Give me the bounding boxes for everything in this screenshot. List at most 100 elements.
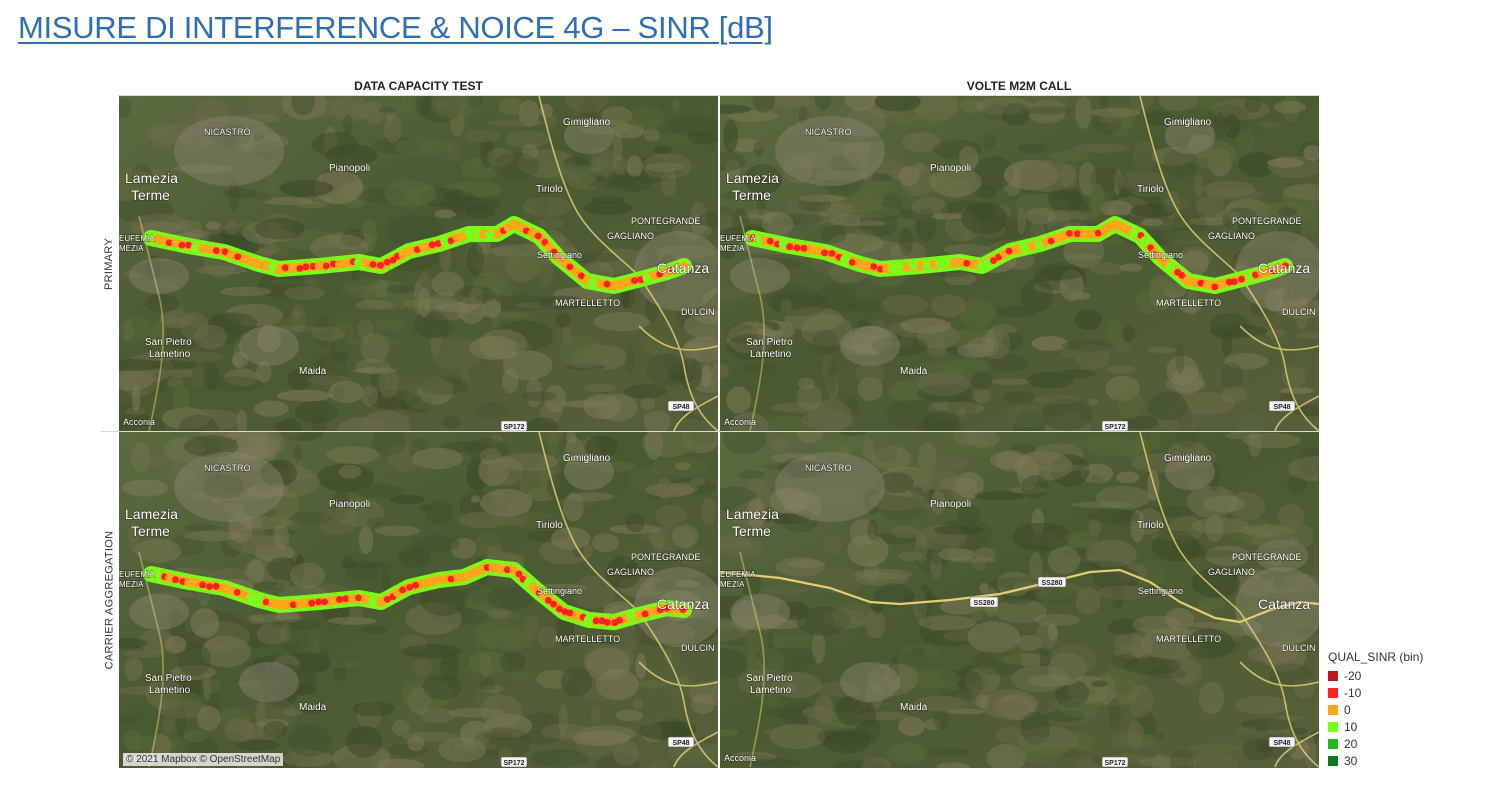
map-label-dulcino: DULCIN (1282, 643, 1316, 653)
map-label-lamezia: Lamezia (125, 506, 178, 522)
measurement-point (1116, 221, 1126, 231)
measurement-point (234, 253, 242, 261)
map-label-martelletto: MARTELLETTO (555, 298, 620, 308)
sinr-legend: QUAL_SINR (bin) -20 -10 0 10 20 30 (1328, 650, 1423, 769)
measurement-point (583, 615, 594, 625)
measurement-point (478, 230, 488, 239)
measurement-point (477, 565, 487, 575)
measurement-point (178, 241, 186, 249)
map-label-nicastro: NICASTRO (805, 463, 852, 473)
measurement-point (418, 578, 428, 588)
legend-item: 20 (1328, 735, 1423, 752)
map-panel-primary-volte[interactable]: NICASTRO Gimigliano Lamezia Terme Pianopoli T… (720, 96, 1319, 431)
map-label-settingiano: Settingiano (537, 586, 582, 596)
map-label-dulcino: DULCIN (681, 643, 715, 653)
measurement-point (561, 608, 569, 615)
measurement-point (1282, 262, 1289, 270)
measurement-point (336, 596, 343, 603)
legend-swatch (1328, 755, 1338, 766)
map-panel-ca-data[interactable]: NICASTRO Gimigliano Lamezia Terme Pianopoli T… (119, 432, 718, 768)
map-label-maida: Maida (900, 702, 928, 713)
measurement-point (199, 581, 206, 589)
measurement-point (1074, 230, 1081, 238)
map-label-lamezia: Lamezia (726, 170, 779, 186)
map-label-lametino: Lametino (149, 349, 191, 360)
column-header-data-capacity: DATA CAPACITY TEST (354, 79, 483, 93)
measurement-point (262, 598, 270, 606)
legend-swatch (1328, 738, 1338, 749)
measurement-point (571, 266, 581, 276)
map-label-settingiano: Settingiano (1138, 250, 1183, 260)
road-west (739, 551, 765, 768)
measurement-point (572, 611, 581, 621)
map-label-lamezia: Lamezia (726, 506, 779, 522)
measurement-point (566, 609, 574, 617)
measurement-point (447, 575, 455, 583)
measurement-point (894, 262, 904, 272)
measurement-point (828, 250, 836, 257)
map-label-mezia: MEZIA (119, 580, 144, 589)
measurement-point (753, 235, 763, 245)
row-header-primary-label: PRIMARY (103, 237, 115, 290)
measurement-point (588, 277, 598, 288)
measurement-point (1274, 264, 1284, 273)
map-label-san-pietro: San Pietro (145, 337, 192, 348)
map-label-maida: Maida (299, 366, 327, 377)
measurement-point (793, 244, 801, 252)
measurement-point (413, 246, 421, 254)
measurement-point (233, 589, 241, 596)
measurement-point (1225, 278, 1233, 286)
map-label-pianopoli: Pianopoli (329, 163, 370, 174)
measurement-point (368, 595, 379, 606)
measurement-point (840, 254, 850, 265)
measurement-point (627, 611, 637, 622)
map-panel-primary-data[interactable]: NICASTRO Gimigliano Lamezia Terme Pianopoli T… (119, 96, 718, 431)
page-title: MISURE DI INTERFERENCE & NOICE 4G – SINR… (18, 10, 773, 45)
measurement-point (1217, 279, 1227, 288)
measurement-point (300, 598, 310, 608)
terrain-texture (720, 432, 1319, 768)
map-label-eufemia: EUFEMIA (119, 570, 155, 579)
measurement-point (226, 250, 236, 260)
map-panel-ca-volte[interactable]: SS280 SS280 NICASTRO Gimigliano Lamezia Terme… (720, 432, 1319, 768)
measurement-point (1019, 242, 1030, 252)
legend-label: 10 (1344, 719, 1358, 734)
measurement-point (389, 256, 397, 264)
measurement-point (288, 264, 297, 273)
map-attribution[interactable]: © 2021 Mapbox © OpenStreetMap (123, 753, 284, 766)
measurement-point (821, 249, 828, 257)
measurement-point (550, 600, 557, 608)
measurement-point (877, 265, 884, 273)
map-label-tiriolo: Tiriolo (536, 184, 563, 195)
road-east (638, 325, 718, 351)
measurement-point (426, 576, 436, 586)
measurement-point (596, 279, 605, 289)
measurement-point (766, 237, 774, 245)
map-label-pianopoli: Pianopoli (930, 499, 971, 510)
measurement-point (800, 244, 808, 252)
measurement-point (192, 578, 202, 587)
measurement-point (538, 590, 548, 600)
measurement-point (308, 599, 316, 607)
terrain-texture (119, 96, 718, 431)
measurement-point (1110, 219, 1119, 229)
measurement-point (253, 595, 263, 605)
legend-label: 20 (1344, 736, 1358, 751)
measurement-point (1203, 280, 1212, 290)
measurement-point (406, 584, 414, 591)
measurement-point (1197, 279, 1205, 287)
map-label-settingiano: Settingiano (537, 250, 582, 260)
measurement-point (527, 228, 537, 238)
road-shield-sp48: SP48 (667, 736, 695, 748)
map-label-lametino: Lametino (750, 685, 792, 696)
measurement-point (354, 257, 364, 268)
measurement-point (493, 229, 502, 239)
measurement-point (1140, 236, 1150, 246)
drive-test-route (143, 216, 692, 294)
road-shield-ss280: SS280 (1037, 576, 1067, 588)
svg-text:SP48: SP48 (1273, 740, 1290, 747)
legend-swatch (1328, 721, 1338, 732)
svg-text:SP172: SP172 (503, 424, 524, 431)
map-label-tiriolo: Tiriolo (1137, 184, 1164, 195)
map-label-lametino: Lametino (750, 349, 792, 360)
